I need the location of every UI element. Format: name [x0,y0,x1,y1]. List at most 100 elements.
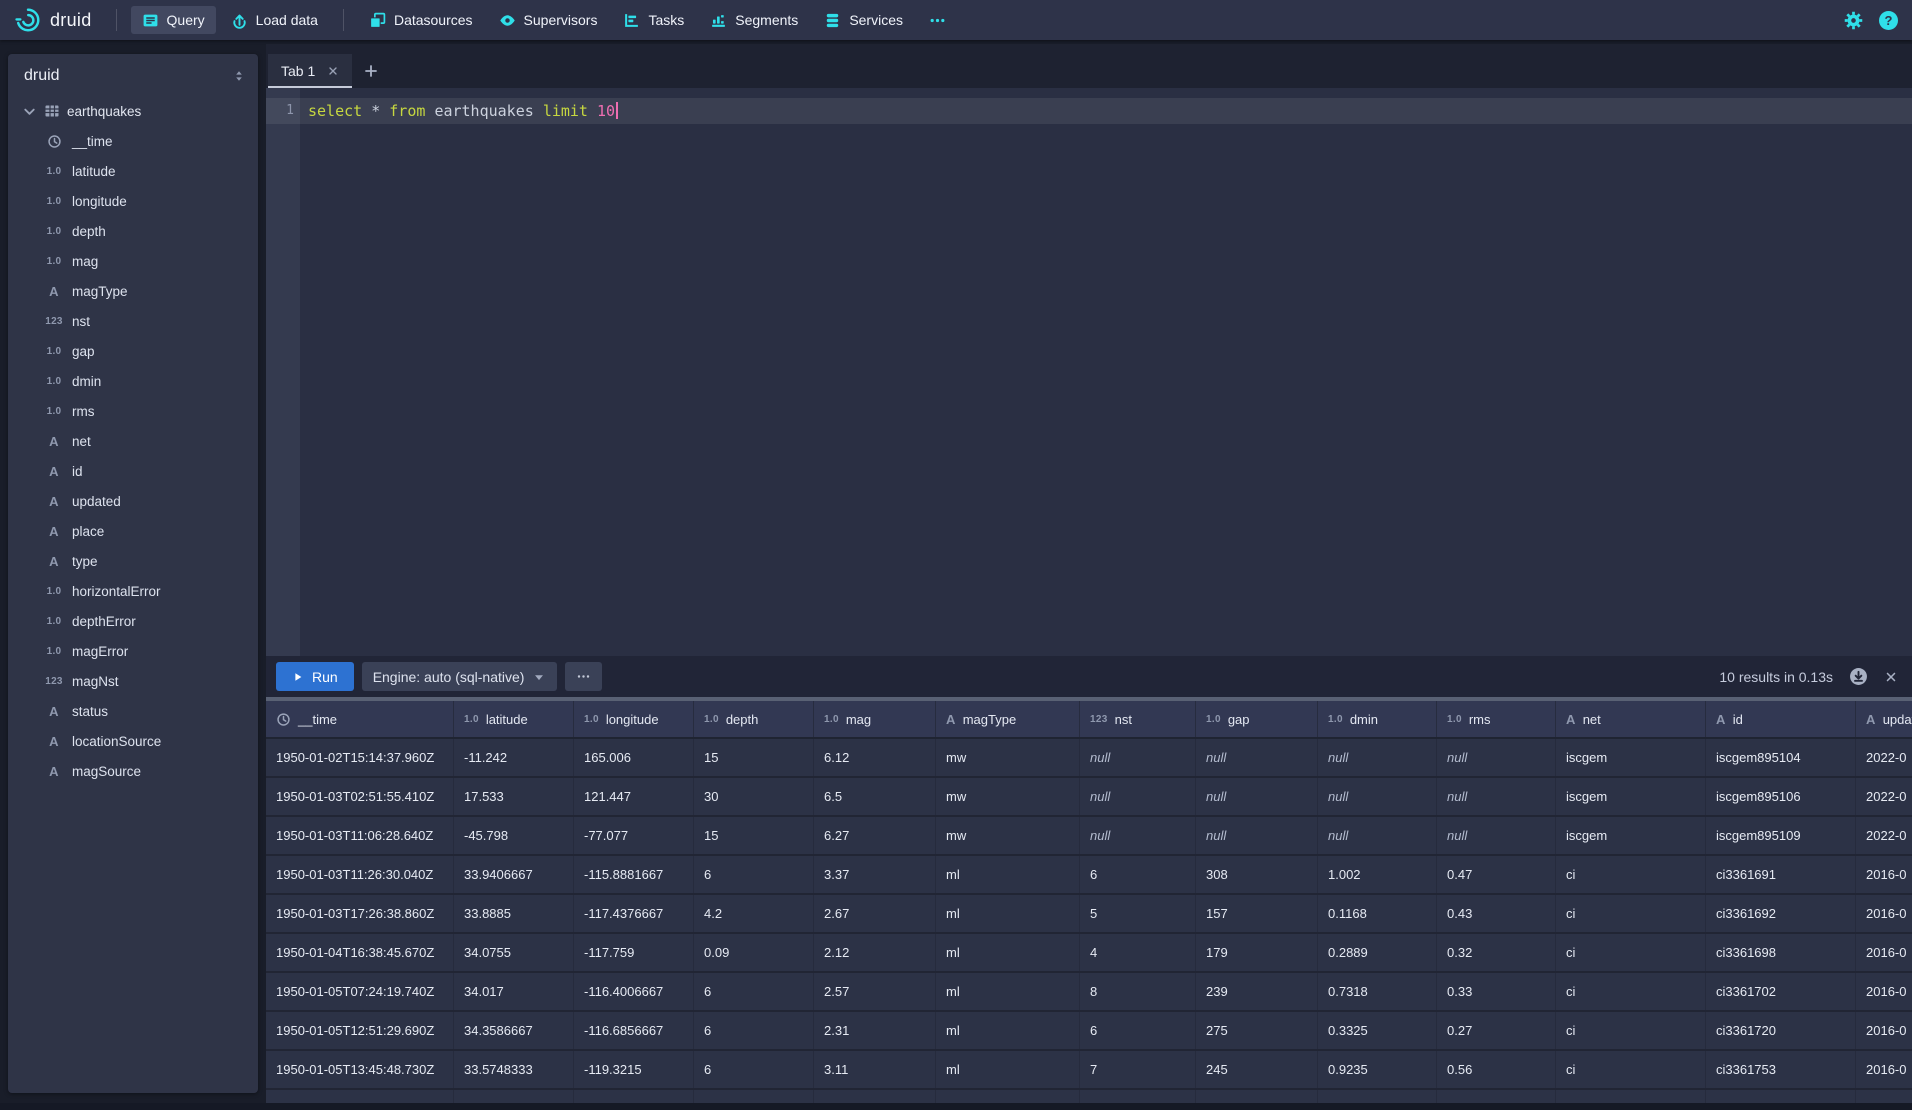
table-cell[interactable]: mw [936,817,1080,854]
sidebar-column-nst[interactable]: 123nst [8,306,258,336]
table-cell[interactable]: null [1196,739,1318,776]
close-results-icon[interactable] [1884,670,1898,684]
table-cell[interactable]: null [1437,817,1556,854]
druid-brand[interactable]: druid [14,6,92,34]
header-cell-nst[interactable]: 123nst [1080,701,1196,737]
table-cell[interactable]: 121.447 [574,778,694,815]
table-cell[interactable]: 2.31 [814,1012,936,1049]
table-cell[interactable]: 1950-01-03T17:26:38.860Z [266,895,454,932]
table-cell[interactable]: ci3361691 [1706,856,1856,893]
table-cell[interactable]: ml [936,895,1080,932]
table-cell[interactable]: 2022-0 [1856,778,1912,815]
table-cell[interactable]: 2016-0 [1856,1051,1912,1088]
nav-item-datasources[interactable]: Datasources [358,6,484,34]
sidebar-column-net[interactable]: Anet [8,426,258,456]
table-cell[interactable]: 2016-0 [1856,973,1912,1010]
sidebar-column-id[interactable]: Aid [8,456,258,486]
table-cell[interactable]: ml [936,856,1080,893]
sidebar-column-updated[interactable]: Aupdated [8,486,258,516]
table-cell[interactable]: ml [936,934,1080,971]
table-cell[interactable]: 6 [694,856,814,893]
sidebar-column--time[interactable]: __time [8,126,258,156]
table-cell[interactable]: mw [936,739,1080,776]
table-cell[interactable]: 2022-0 [1856,739,1912,776]
table-cell[interactable]: ci [1556,1012,1706,1049]
table-cell[interactable]: -117.759 [574,934,694,971]
table-cell[interactable]: -45.798 [454,817,574,854]
table-cell[interactable]: 0.3325 [1318,1012,1437,1049]
table-cell[interactable]: 8 [1080,973,1196,1010]
gear-icon[interactable] [1844,11,1863,30]
sidebar-column-magtype[interactable]: AmagType [8,276,258,306]
table-cell[interactable]: ci [1556,1051,1706,1088]
header-cell-latitude[interactable]: 1.0latitude [454,701,574,737]
table-cell[interactable]: 2.57 [814,973,936,1010]
table-cell[interactable]: ci3361698 [1706,934,1856,971]
sidebar-column-longitude[interactable]: 1.0longitude [8,186,258,216]
table-cell[interactable]: 4 [1080,934,1196,971]
table-cell[interactable]: ci3361692 [1706,895,1856,932]
table-cell[interactable]: 33.8885 [454,895,574,932]
run-button[interactable]: Run [276,662,354,691]
table-cell[interactable]: 15 [694,739,814,776]
table-cell[interactable]: 0.47 [1437,856,1556,893]
table-cell[interactable]: 33.5748333 [454,1051,574,1088]
table-cell[interactable]: 4.2 [694,895,814,932]
table-cell[interactable]: iscgem [1556,739,1706,776]
sidebar-column-magsource[interactable]: AmagSource [8,756,258,786]
table-cell[interactable]: 245 [1196,1051,1318,1088]
table-cell[interactable]: 165.006 [574,739,694,776]
table-cell[interactable]: 6 [1080,1012,1196,1049]
header-cell-rms[interactable]: 1.0rms [1437,701,1556,737]
table-cell[interactable]: ci [1556,934,1706,971]
sidebar-column-depth[interactable]: 1.0depth [8,216,258,246]
sidebar-column-magerror[interactable]: 1.0magError [8,636,258,666]
table-cell[interactable]: 0.32 [1437,934,1556,971]
table-cell[interactable]: null [1437,778,1556,815]
table-cell[interactable]: ml [936,1051,1080,1088]
table-cell[interactable]: -117.4376667 [574,895,694,932]
table-cell[interactable]: ci [1556,973,1706,1010]
table-cell[interactable]: -115.8881667 [574,856,694,893]
table-cell[interactable]: -11.242 [454,739,574,776]
table-cell[interactable]: 179 [1196,934,1318,971]
table-cell[interactable]: 34.3586667 [454,1012,574,1049]
header-cell-net[interactable]: Anet [1556,701,1706,737]
table-cell[interactable]: iscgem [1556,817,1706,854]
header-cell--time[interactable]: __time [266,701,454,737]
nav-item-services[interactable]: Services [813,6,914,34]
table-cell[interactable]: 30 [694,778,814,815]
table-cell[interactable]: 1950-01-05T07:24:19.740Z [266,973,454,1010]
horizontal-scrollbar-track[interactable] [0,1103,1912,1110]
new-tab-button[interactable] [352,54,390,88]
table-cell[interactable]: null [1196,817,1318,854]
table-cell[interactable]: 1950-01-05T12:51:29.690Z [266,1012,454,1049]
table-cell[interactable]: 0.09 [694,934,814,971]
table-cell[interactable]: 2016-0 [1856,1012,1912,1049]
table-cell[interactable]: 1950-01-02T15:14:37.960Z [266,739,454,776]
nav-item-load-data[interactable]: Load data [220,6,329,34]
table-cell[interactable]: 0.7318 [1318,973,1437,1010]
nav-item-more[interactable] [918,6,957,34]
tab-tab-1[interactable]: Tab 1 [268,54,352,88]
table-cell[interactable]: 3.37 [814,856,936,893]
nav-item-query[interactable]: Query [131,6,216,34]
table-cell[interactable]: iscgem895109 [1706,817,1856,854]
sidebar-column-status[interactable]: Astatus [8,696,258,726]
sidebar-column-deptherror[interactable]: 1.0depthError [8,606,258,636]
table-cell[interactable]: null [1080,778,1196,815]
table-cell[interactable]: 6.5 [814,778,936,815]
sidebar-item-earthquakes[interactable]: earthquakes [8,96,258,126]
header-cell-longitude[interactable]: 1.0longitude [574,701,694,737]
table-cell[interactable]: 6 [694,1012,814,1049]
table-cell[interactable]: 0.27 [1437,1012,1556,1049]
table-cell[interactable]: 2016-0 [1856,934,1912,971]
sort-double-caret-icon[interactable] [232,69,246,83]
table-cell[interactable]: null [1080,739,1196,776]
table-cell[interactable]: null [1318,778,1437,815]
table-cell[interactable]: ml [936,973,1080,1010]
table-cell[interactable]: 1950-01-04T16:38:45.670Z [266,934,454,971]
table-cell[interactable]: null [1196,778,1318,815]
table-cell[interactable]: ml [936,1012,1080,1049]
header-cell-gap[interactable]: 1.0gap [1196,701,1318,737]
